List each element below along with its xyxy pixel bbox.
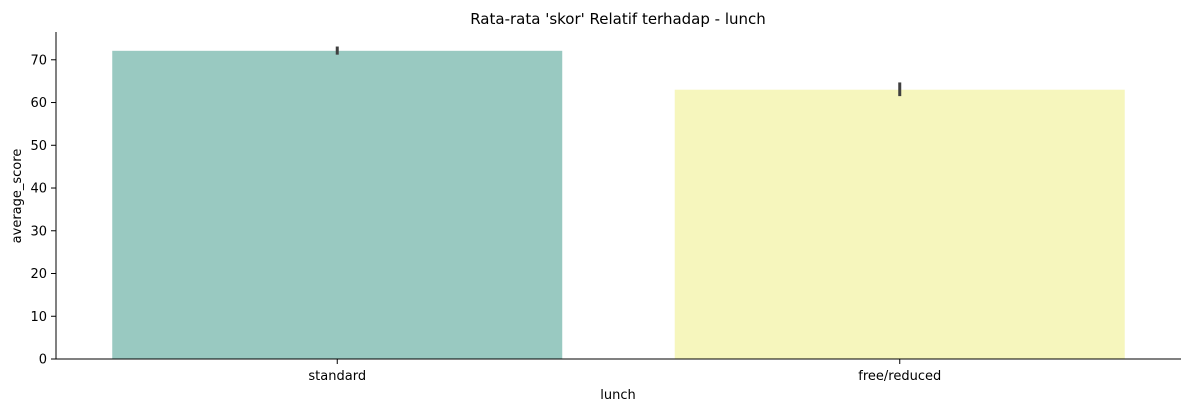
y-tick-label: 70 <box>30 53 47 68</box>
plot-area <box>112 46 1125 360</box>
y-axis-label: average_score <box>10 149 25 244</box>
y-tick-label: 60 <box>30 96 47 111</box>
x-axis-ticks: standard free/reduced <box>308 359 941 384</box>
y-axis-ticks: 0 10 20 30 40 50 60 70 <box>30 53 56 368</box>
chart-title: Rata-rata 'skor' Relatif terhadap - lunc… <box>470 10 766 28</box>
y-tick-label: 20 <box>30 267 47 282</box>
x-tick-label: standard <box>308 369 366 384</box>
bar-standard <box>112 50 563 360</box>
y-tick-label: 40 <box>30 182 47 197</box>
y-tick-label: 10 <box>30 310 47 325</box>
y-tick-label: 50 <box>30 139 47 154</box>
y-tick-label: 0 <box>39 353 47 368</box>
y-tick-label: 30 <box>30 224 47 239</box>
bar-free-reduced <box>674 89 1125 360</box>
x-tick-label: free/reduced <box>858 369 941 384</box>
x-axis-label: lunch <box>600 388 635 403</box>
